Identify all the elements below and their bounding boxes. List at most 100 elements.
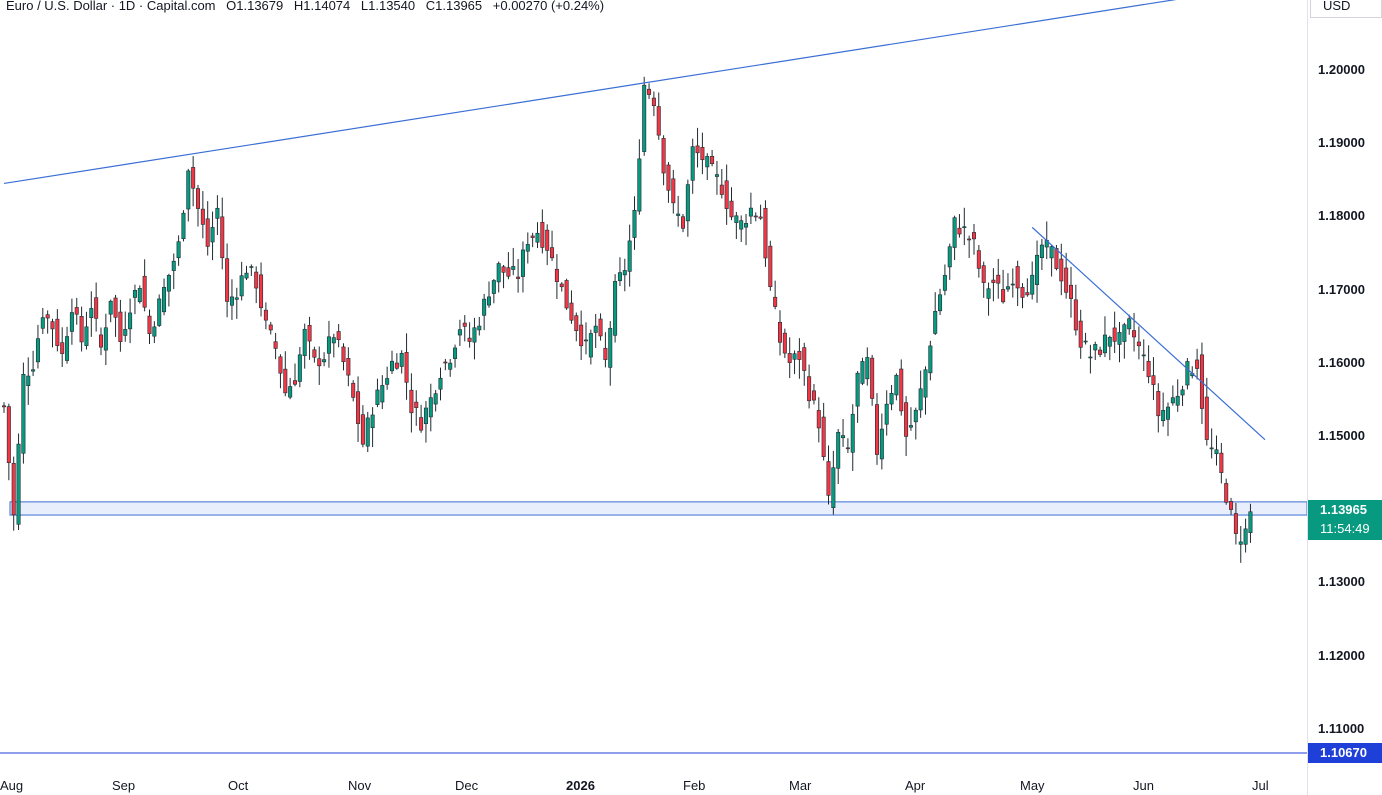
candle-body <box>850 413 855 453</box>
time-tick-label: Aug <box>0 778 24 793</box>
candle-body <box>1161 410 1166 422</box>
candle-body <box>268 324 273 331</box>
candle-body <box>836 431 841 469</box>
candle-body <box>89 308 94 318</box>
time-tick-label: Dec <box>455 778 479 793</box>
candle-body <box>1122 324 1127 342</box>
candle-body <box>651 97 656 107</box>
down-trendline[interactable] <box>1031 226 1266 441</box>
candle-body <box>152 326 157 337</box>
time-tick-label: Jul <box>1252 778 1269 793</box>
candle-body <box>1243 528 1248 545</box>
candle-body <box>1073 299 1078 331</box>
candle-body <box>1020 287 1025 298</box>
candle-body <box>768 245 773 288</box>
candle-body <box>608 327 613 368</box>
candle-body <box>457 329 462 336</box>
upper-trendline[interactable] <box>3 0 1217 185</box>
candle-body <box>191 167 196 189</box>
candle-body <box>341 346 346 363</box>
candle-body <box>99 334 104 348</box>
candle-body <box>423 407 428 425</box>
candle-body <box>254 271 259 289</box>
candle-body <box>874 404 879 455</box>
candle-body <box>579 324 584 347</box>
time-tick-label: Oct <box>228 778 249 793</box>
candle-body <box>128 312 133 330</box>
candle-body <box>307 325 312 342</box>
candle-body <box>118 311 123 342</box>
candle-body <box>1151 375 1156 385</box>
candle-body <box>336 331 341 341</box>
symbol-title[interactable]: Euro / U.S. Dollar · 1D · Capital.com <box>6 0 216 13</box>
candle-body <box>389 360 394 372</box>
candle-body <box>322 359 327 363</box>
candle-body <box>865 357 870 380</box>
candle-body <box>729 200 734 218</box>
price-tick-label: 1.20000 <box>1318 62 1365 77</box>
candle-body <box>113 297 118 318</box>
candle-body <box>346 358 351 376</box>
candle-body <box>904 402 909 437</box>
candle-body <box>462 322 467 327</box>
open-value: O1.13679 <box>226 0 284 13</box>
time-tick-label: Jun <box>1133 778 1154 793</box>
candle-body <box>292 380 297 385</box>
candle-body <box>971 232 976 240</box>
candle-body <box>724 180 729 210</box>
candle-body <box>278 356 283 374</box>
candle-body <box>491 280 496 294</box>
candle-body <box>375 389 380 405</box>
candle-body <box>419 417 424 431</box>
candle-body <box>996 274 1001 284</box>
candle-body <box>685 184 690 222</box>
candle-body <box>428 397 433 418</box>
candle-body <box>758 216 763 219</box>
candle-body <box>661 138 666 174</box>
candle-body <box>123 329 128 336</box>
candle-body <box>1088 356 1093 359</box>
candle-body <box>947 246 952 268</box>
candle-body <box>1238 541 1243 545</box>
candle-body <box>1030 274 1035 295</box>
candle-body <box>1117 332 1122 345</box>
price-tick-label: 1.15000 <box>1318 428 1365 443</box>
candle-body <box>137 288 142 303</box>
chart-legend: Euro / U.S. Dollar · 1D · Capital.com O1… <box>6 0 611 13</box>
candle-body <box>913 409 918 423</box>
support-zone[interactable] <box>9 501 1308 516</box>
candle-body <box>404 352 409 383</box>
candle-body <box>559 283 564 288</box>
candle-body <box>506 267 511 277</box>
candle-body <box>564 280 569 309</box>
candle-body <box>554 268 559 282</box>
candle-body <box>176 241 181 259</box>
candle-body <box>472 327 477 343</box>
currency-label[interactable]: USD <box>1310 0 1382 18</box>
candle-body <box>516 276 521 279</box>
last-price-value: 1.13965 <box>1320 502 1367 517</box>
candle-body <box>94 297 99 319</box>
candle-body <box>1010 283 1015 286</box>
candle-body <box>1136 341 1141 347</box>
candle-body <box>55 318 60 346</box>
candle-body <box>613 281 618 336</box>
candle-body <box>855 372 860 407</box>
candle-body <box>525 244 530 252</box>
candle-body <box>719 184 724 195</box>
candle-body <box>249 266 254 268</box>
candle-body <box>535 232 540 243</box>
price-tick-label: 1.13000 <box>1318 574 1365 590</box>
candle-body <box>700 147 705 161</box>
candle-body <box>205 218 210 247</box>
candle-body <box>21 373 26 454</box>
candle-body <box>792 353 797 360</box>
candle-body <box>962 226 967 229</box>
candle-body <box>1064 267 1069 293</box>
time-tick-label: Nov <box>348 778 372 793</box>
price-tick-label: 1.17000 <box>1318 281 1365 297</box>
candle-body <box>656 106 661 136</box>
candle-body <box>933 311 938 334</box>
candle-body <box>1146 360 1151 378</box>
